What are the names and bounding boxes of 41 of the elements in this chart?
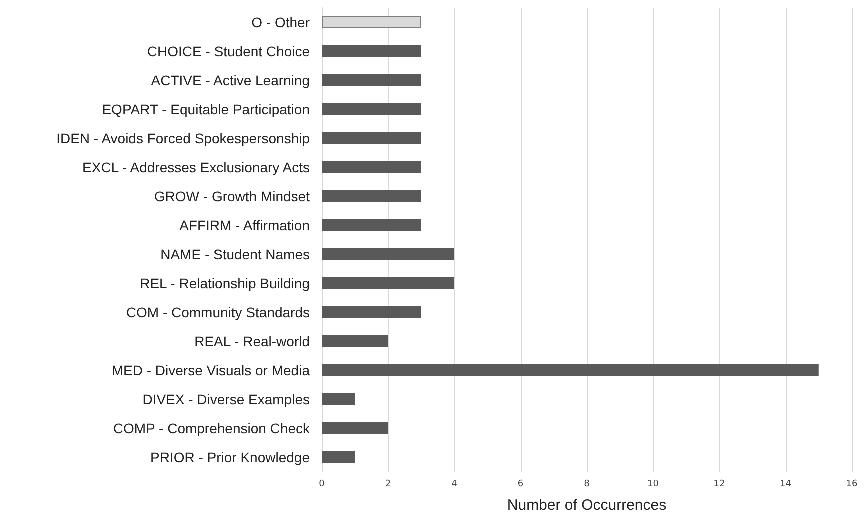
bar [322,452,356,464]
x-tick-label: 12 [714,480,726,490]
x-tick-label: 14 [780,480,792,490]
x-tick-label: 8 [584,480,590,490]
y-tick-label: MED - Diverse Visuals or Media [112,362,310,378]
bar [322,220,422,232]
bar [322,278,454,290]
bar [322,364,819,376]
y-tick-label: O - Other [252,14,310,30]
y-tick-label: NAME - Student Names [160,246,310,262]
bar [322,190,422,202]
bar [322,248,454,260]
x-tick-label: 16 [846,480,858,490]
bar [322,422,388,434]
x-tick-label: 4 [452,480,458,490]
y-tick-label: EQPART - Equitable Participation [102,102,310,118]
y-tick-label: GROW - Growth Mindset [154,188,310,204]
y-tick-label: REAL - Real-world [194,334,310,350]
bar [322,104,422,116]
x-tick-label: 6 [518,480,524,490]
bar [322,162,422,174]
y-tick-label: DIVEX - Diverse Examples [142,392,310,408]
x-axis-title: Number of Occurrences [507,497,667,514]
y-tick-label: AFFIRM - Affirmation [180,218,310,234]
y-tick-label: EXCL - Addresses Exclusionary Acts [82,160,310,176]
bar [322,132,422,144]
y-tick-label: CHOICE - Student Choice [147,44,310,60]
bar [322,46,422,58]
bar [322,336,388,348]
y-tick-label: ACTIVE - Active Learning [151,72,310,88]
x-tick-label: 10 [648,480,660,490]
y-tick-label: COMP - Comprehension Check [113,420,311,436]
x-tick-label: 2 [385,480,392,490]
y-tick-label: IDEN - Avoids Forced Spokespersonship [56,130,310,146]
y-tick-label: PRIOR - Prior Knowledge [150,450,310,466]
bar [322,394,356,406]
y-tick-label: COM - Community Standards [126,304,310,320]
x-tick-label: 0 [319,480,326,490]
bar [322,306,422,318]
bar [322,74,422,86]
y-tick-label: REL - Relationship Building [140,276,310,292]
